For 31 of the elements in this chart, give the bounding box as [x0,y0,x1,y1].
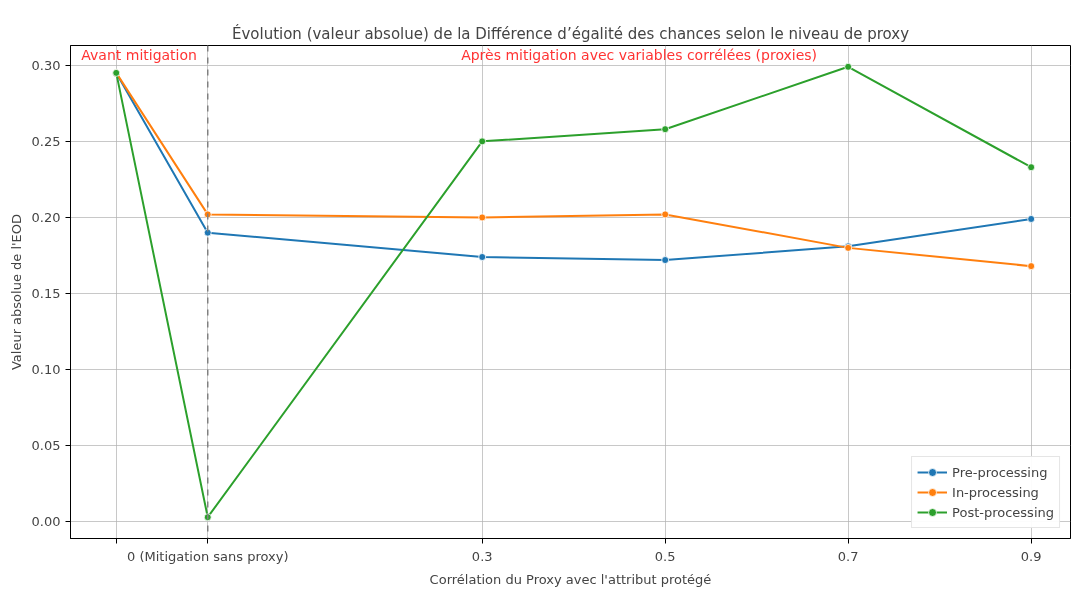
chart-title: Évolution (valeur absolue) de la Différence d’égalité des chances selon le niveau de proxy [231,23,910,43]
point [844,62,853,71]
y-axis-title: Valeur absolue de l'EOD [8,213,24,371]
point [1027,163,1036,172]
point [661,125,670,134]
point [1027,262,1036,271]
annotation: Après mitigation avec variables corrélées (proxies) [461,46,818,63]
x-tick-label: 0.3 [471,548,493,564]
point [478,253,487,261]
x-tick-label: 0.5 [654,548,676,564]
x-axis-title: Corrélation du Proxy avec l'attribut protégé [429,571,712,587]
y-tick-label: 0.25 [31,133,61,149]
point [661,210,670,219]
y-tick-label: 0.30 [31,57,61,73]
point [203,228,212,237]
legend-label: Post-processing [952,504,1054,520]
y-tick-label: 0.20 [31,209,61,225]
y-tick-label: 0.00 [31,514,61,530]
point [1027,215,1036,223]
y-tick-label: 0.05 [31,438,61,454]
point [661,256,670,264]
x-tick-label: 0.7 [837,548,859,564]
annotation: Avant mitigation [81,46,197,63]
legend-label: In-processing [952,484,1039,500]
x-tick-label: 0 (Mitigation sans proxy) [127,548,289,564]
y-tick-label: 0.15 [31,286,61,302]
y-tick-label: 0.10 [31,362,61,378]
point [478,213,487,222]
x-tick-label: 0.9 [1020,548,1042,564]
legend-label: Pre-processing [952,464,1048,480]
point [478,137,487,146]
